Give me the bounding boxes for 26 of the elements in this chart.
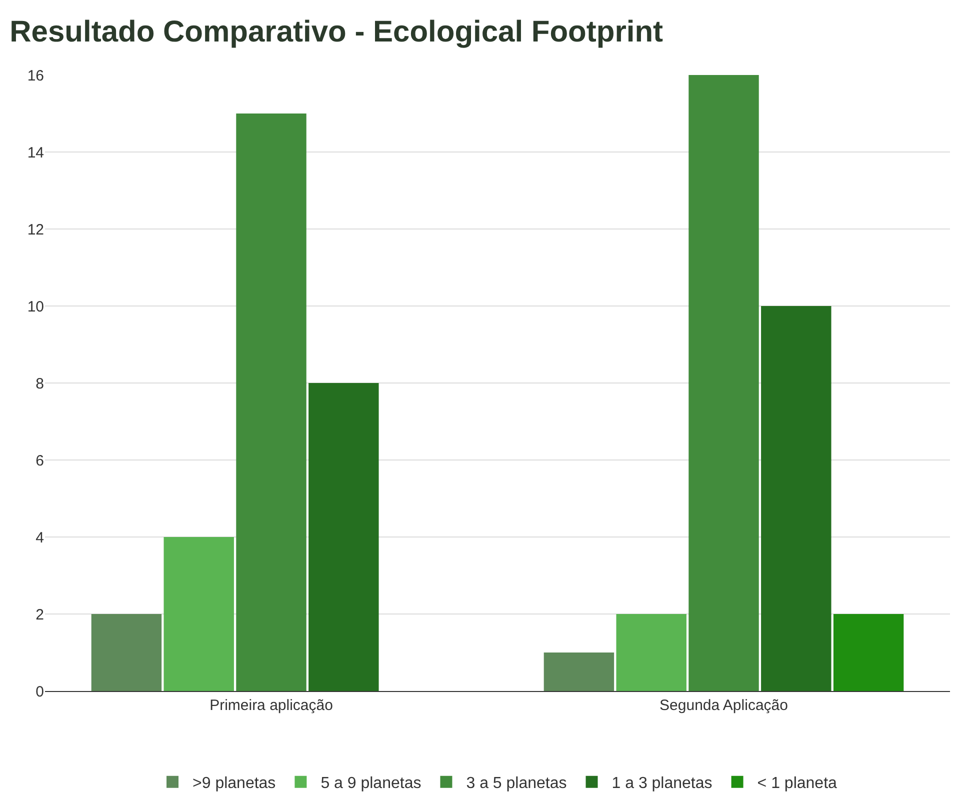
legend-label: < 1 planeta [757,775,838,792]
bar [833,614,904,691]
legend-label: 5 a 9 planetas [320,775,422,792]
y-tick-label: 8 [36,375,44,392]
x-tick-label: Primeira aplicação [210,697,333,714]
legend-label: >9 planetas [192,775,276,792]
bar [308,383,379,691]
y-tick-label: 6 [36,452,44,470]
bar [616,614,686,691]
bar [236,114,306,691]
chart-title: Resultado Comparativo - Ecological Footprint [10,15,664,48]
y-tick-label: 0 [36,683,44,700]
y-tick-label: 14 [27,144,44,162]
y-tick-label: 12 [27,221,44,238]
legend-label: 3 a 5 planetas [466,775,567,792]
bar [164,537,234,691]
bar [544,652,614,691]
bar [91,614,162,691]
y-tick-label: 16 [27,67,44,84]
y-tick-label: 2 [36,606,44,624]
y-tick-label: 4 [36,529,44,546]
bar [688,75,759,691]
bar [761,306,832,691]
y-tick-label: 10 [27,298,44,316]
x-tick-label: Segunda Aplicação [660,697,788,714]
legend-label: 1 a 3 planetas [612,775,712,792]
